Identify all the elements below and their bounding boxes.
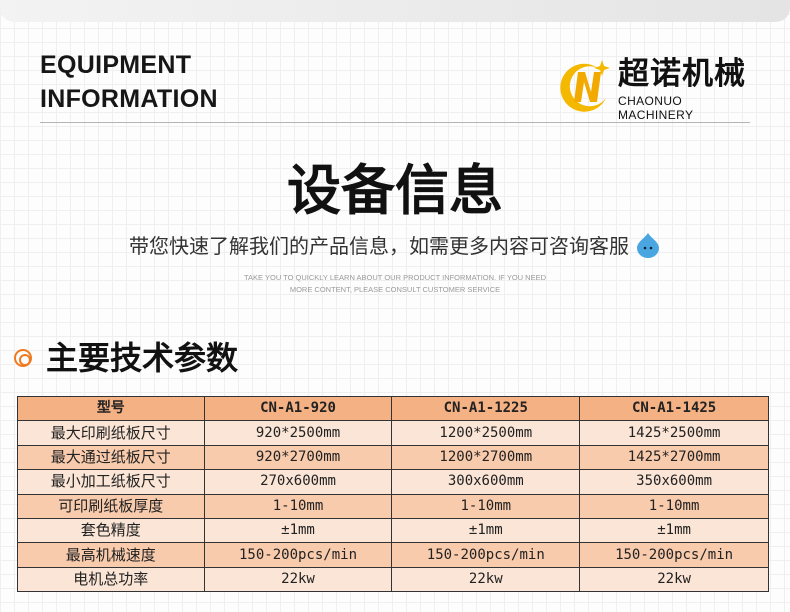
table-row: 电机总功率 22kw 22kw 22kw <box>17 566 769 593</box>
heading-line-2: INFORMATION <box>40 85 218 113</box>
spec-value: 1200*2700mm <box>391 444 581 471</box>
table-row: 最大通过纸板尺寸 920*2700mm 1200*2700mm 1425*2700mm <box>17 444 769 471</box>
logo-chinese-text: 超诺机械 <box>618 56 746 92</box>
row-label: 最高机械速度 <box>17 542 205 568</box>
spec-value: 1-10mm <box>203 493 393 519</box>
english-description: TAKE YOU TO QUICKLY LEARN ABOUT OUR PROD… <box>0 272 790 296</box>
spec-value: ±1mm <box>579 517 769 544</box>
row-label: 最小加工纸板尺寸 <box>17 469 205 495</box>
table-row: 可印刷纸板厚度 1-10mm 1-10mm 1-10mm <box>17 493 769 519</box>
spec-value: 270x600mm <box>203 469 393 495</box>
spec-value: 150-200pcs/min <box>203 542 393 568</box>
spec-value: 1200*2500mm <box>391 420 581 446</box>
spec-value: 150-200pcs/min <box>391 542 581 568</box>
english-line-2: MORE CONTENT, PLEASE CONSULT CUSTOMER SE… <box>289 285 501 294</box>
spec-value: 350x600mm <box>579 469 769 495</box>
logo-english-text: CHAONUO MACHINERY <box>618 94 694 122</box>
table-row: 最大印刷纸板尺寸 920*2500mm 1200*2500mm 1425*2500mm <box>17 420 769 446</box>
header-cell: 型号 <box>17 395 205 422</box>
spec-table: 型号 CN-A1-920 CN-A1-1225 CN-A1-1425 最大印刷纸… <box>17 395 769 593</box>
heading-line-1: EQUIPMENT <box>40 51 192 79</box>
equipment-information-heading: EQUIPMENT INFORMATION <box>40 48 218 116</box>
spec-value: ±1mm <box>203 517 393 544</box>
target-circle-icon <box>14 349 32 367</box>
header-cell: CN-A1-1225 <box>391 395 581 422</box>
table-header-row: 型号 CN-A1-920 CN-A1-1225 CN-A1-1425 <box>17 395 769 422</box>
spec-value: 22kw <box>391 566 581 593</box>
section-heading: 主要技术参数 <box>14 336 238 380</box>
brand-logo: 超诺机械 CHAONUO MACHINERY <box>558 54 758 122</box>
subtitle-text: 带您快速了解我们的产品信息，如需更多内容可咨询客服 <box>129 234 629 258</box>
header-cell: CN-A1-920 <box>203 395 393 422</box>
top-bar <box>0 0 790 22</box>
table-row: 最高机械速度 150-200pcs/min 150-200pcs/min 150-20… <box>17 542 769 568</box>
row-label: 套色精度 <box>17 517 205 544</box>
table-row: 最小加工纸板尺寸 270x600mm 300x600mm 350x600mm <box>17 469 769 495</box>
table-row: 套色精度 ±1mm ±1mm ±1mm <box>17 517 769 544</box>
section-title: 主要技术参数 <box>46 339 239 377</box>
divider <box>40 122 750 123</box>
logo-n-icon <box>560 60 610 112</box>
row-label: 最大印刷纸板尺寸 <box>17 420 205 446</box>
page-title: 设备信息 <box>287 159 503 222</box>
spec-value: 1425*2700mm <box>579 444 769 471</box>
spec-value: 1-10mm <box>579 493 769 519</box>
spec-value: 150-200pcs/min <box>579 542 769 568</box>
spec-value: 300x600mm <box>391 469 581 495</box>
english-line-1: TAKE YOU TO QUICKLY LEARN ABOUT OUR PROD… <box>244 273 546 282</box>
subtitle: 带您快速了解我们的产品信息，如需更多内容可咨询客服 <box>0 232 790 260</box>
spec-value: 920*2500mm <box>203 420 393 446</box>
spec-value: 1425*2500mm <box>579 420 769 446</box>
spec-value: ±1mm <box>391 517 581 544</box>
chat-droplet-icon[interactable] <box>635 232 661 258</box>
spec-value: 22kw <box>579 566 769 593</box>
spec-value: 920*2700mm <box>203 444 393 471</box>
row-label: 最大通过纸板尺寸 <box>17 444 205 471</box>
spec-value: 1-10mm <box>391 493 581 519</box>
row-label: 可印刷纸板厚度 <box>17 493 205 519</box>
spec-value: 22kw <box>203 566 393 593</box>
header-cell: CN-A1-1425 <box>579 395 769 422</box>
row-label: 电机总功率 <box>17 566 205 593</box>
